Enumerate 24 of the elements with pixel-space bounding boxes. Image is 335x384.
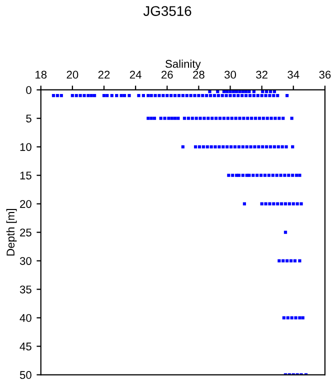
- y-tick-label: 0: [26, 86, 32, 94]
- x-tick-label: 24: [130, 70, 142, 79]
- x-tick-label: 22: [98, 70, 110, 79]
- x-axis-title: Salinity: [166, 60, 201, 70]
- x-tick-label: 18: [36, 70, 47, 79]
- y-tick-label: 5: [26, 114, 32, 122]
- y-tick-label: 50: [20, 371, 32, 379]
- x-tick-label: 34: [288, 70, 300, 79]
- x-tick-label: 32: [256, 70, 268, 79]
- chart-title: JG3516: [143, 6, 192, 16]
- y-tick-label: 10: [20, 143, 32, 151]
- y-axis-title: Depth [m]: [6, 209, 17, 256]
- y-tick-label: 15: [20, 172, 32, 180]
- y-tick-label: 20: [20, 200, 32, 208]
- x-tick-label: 30: [224, 70, 236, 79]
- y-tick-label: 35: [20, 286, 32, 294]
- x-tick-label: 28: [193, 70, 204, 79]
- y-tick-label: 30: [20, 257, 32, 265]
- y-tick-label: 45: [20, 342, 32, 350]
- y-tick-label: 40: [20, 314, 32, 322]
- x-tick-label: 26: [162, 70, 173, 79]
- x-tick-label: 20: [66, 70, 78, 79]
- y-tick-label: 25: [20, 228, 32, 236]
- x-tick-label: 36: [319, 70, 331, 79]
